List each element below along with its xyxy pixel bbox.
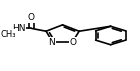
Text: CH₃: CH₃ <box>0 30 16 39</box>
Text: HN: HN <box>12 24 25 33</box>
Text: O: O <box>28 13 35 22</box>
Text: O: O <box>70 38 77 47</box>
Text: N: N <box>48 38 55 47</box>
